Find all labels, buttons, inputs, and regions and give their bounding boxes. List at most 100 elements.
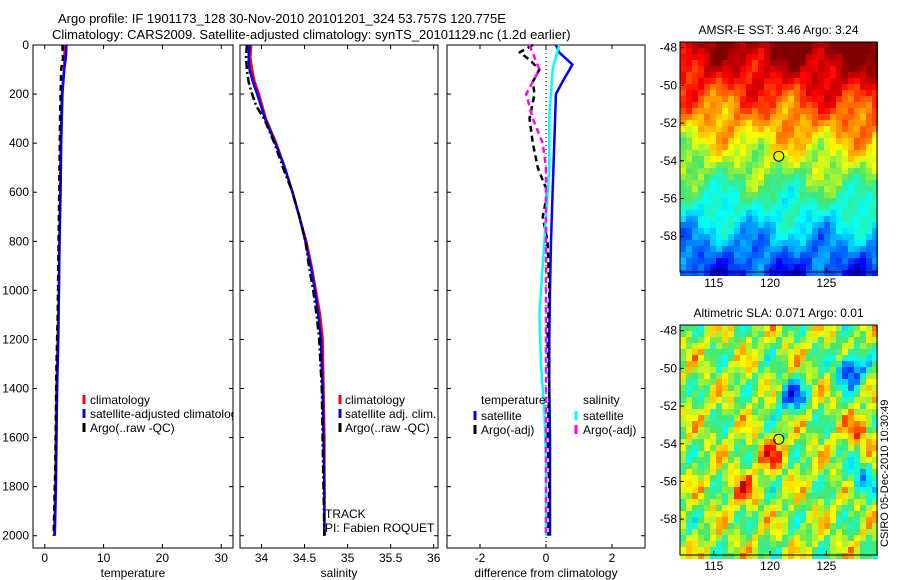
sla_map-cell bbox=[716, 379, 722, 385]
sst_map-cell bbox=[800, 222, 806, 228]
sst_map-cell bbox=[818, 258, 824, 264]
sla_map-cell bbox=[710, 469, 716, 475]
sla_map-cell bbox=[842, 367, 848, 373]
sst_map-cell bbox=[776, 156, 782, 162]
sst_map-cell bbox=[758, 126, 764, 132]
sst_map-cell bbox=[764, 42, 770, 48]
sst_map-cell bbox=[872, 162, 878, 168]
sst_map-cell bbox=[806, 72, 812, 78]
sst_map-cell bbox=[782, 240, 788, 246]
sla_map-cell bbox=[746, 541, 752, 547]
sla_map-heatmap bbox=[680, 325, 878, 559]
sst_map-cell bbox=[866, 108, 872, 114]
sst_map-cell bbox=[704, 90, 710, 96]
sla_map-cell bbox=[740, 529, 746, 535]
sla_map-cell bbox=[824, 397, 830, 403]
sst_map-cell bbox=[860, 126, 866, 132]
sst_map-cell bbox=[764, 252, 770, 258]
sla_map-cell bbox=[704, 325, 710, 331]
sst_map-cell bbox=[860, 156, 866, 162]
sst_map-cell bbox=[782, 216, 788, 222]
sla_map-cell bbox=[716, 469, 722, 475]
sla_map-cell bbox=[680, 331, 686, 337]
sst_map-cell bbox=[770, 264, 776, 270]
sla_map-cell bbox=[818, 451, 824, 457]
sst_map-cell bbox=[854, 210, 860, 216]
sla_map-cell bbox=[704, 529, 710, 535]
sst_map-cell bbox=[794, 126, 800, 132]
sla_map-cell bbox=[704, 487, 710, 493]
sst_map-cell bbox=[788, 114, 794, 120]
sla_map-cell bbox=[830, 385, 836, 391]
track-label: TRACK bbox=[325, 507, 366, 521]
sst_map-cell bbox=[722, 258, 728, 264]
sla_map-cell bbox=[794, 331, 800, 337]
sst_map-cell bbox=[734, 102, 740, 108]
sst_map-cell bbox=[728, 216, 734, 222]
sst_map-cell bbox=[854, 90, 860, 96]
sla_map-cell bbox=[818, 445, 824, 451]
sst_map-cell bbox=[860, 270, 866, 276]
sla_map-cell bbox=[812, 331, 818, 337]
sst_map-cell bbox=[704, 132, 710, 138]
sla_map-cell bbox=[746, 475, 752, 481]
sla_map-cell bbox=[692, 409, 698, 415]
sst_map-cell bbox=[734, 192, 740, 198]
sst_map-cell bbox=[848, 102, 854, 108]
sla_map-cell bbox=[854, 385, 860, 391]
sla_map-cell bbox=[860, 349, 866, 355]
sla_map-cell bbox=[794, 337, 800, 343]
sla_map-cell bbox=[836, 511, 842, 517]
sst_map-cell bbox=[860, 210, 866, 216]
sla_map-cell bbox=[842, 451, 848, 457]
sst_map-cell bbox=[782, 186, 788, 192]
sst_map-cell bbox=[746, 150, 752, 156]
sst_map-cell bbox=[722, 186, 728, 192]
sla_map-cell bbox=[824, 493, 830, 499]
sst_map-cell bbox=[692, 78, 698, 84]
sst_map-cell bbox=[746, 198, 752, 204]
sla_map-cell bbox=[824, 475, 830, 481]
sla_map-cell bbox=[770, 439, 776, 445]
sla_map-cell bbox=[770, 517, 776, 523]
sla_map-cell bbox=[722, 361, 728, 367]
sst_map-cell bbox=[680, 234, 686, 240]
sla_map-cell bbox=[746, 517, 752, 523]
sla_map-cell bbox=[692, 553, 698, 559]
sla_map-cell bbox=[758, 427, 764, 433]
sst_map-cell bbox=[710, 264, 716, 270]
sst_map-cell bbox=[776, 270, 782, 276]
sla_map-cell bbox=[746, 451, 752, 457]
sla_map-cell bbox=[800, 493, 806, 499]
sst_map-cell bbox=[728, 84, 734, 90]
sst_map-cell bbox=[818, 246, 824, 252]
sla_map-cell bbox=[710, 523, 716, 529]
sla_map-cell bbox=[854, 355, 860, 361]
sst_map-cell bbox=[824, 60, 830, 66]
salinity-legend-label: Argo(..raw -QC) bbox=[345, 421, 430, 435]
sst_map-cell bbox=[734, 156, 740, 162]
sla_map-cell bbox=[824, 529, 830, 535]
sst_map-cell bbox=[752, 216, 758, 222]
sst_map-cell bbox=[686, 168, 692, 174]
sst_map-cell bbox=[800, 42, 806, 48]
sst_map-cell bbox=[692, 252, 698, 258]
sst_map-cell bbox=[842, 96, 848, 102]
sst_map-cell bbox=[782, 270, 788, 276]
sst_map-cell bbox=[836, 72, 842, 78]
sst_map-cell bbox=[842, 108, 848, 114]
sst_map-cell bbox=[866, 168, 872, 174]
sla_map-cell bbox=[788, 469, 794, 475]
sst_map-cell bbox=[692, 168, 698, 174]
sst_map-cell bbox=[722, 66, 728, 72]
sst_map-cell bbox=[758, 102, 764, 108]
sst_map-cell bbox=[800, 108, 806, 114]
sla_map-cell bbox=[740, 523, 746, 529]
sst_map-cell bbox=[686, 240, 692, 246]
sst_map-cell bbox=[710, 120, 716, 126]
sla_map-cell bbox=[782, 403, 788, 409]
sst_map-cell bbox=[848, 174, 854, 180]
sst_map-cell bbox=[692, 108, 698, 114]
sst_map-cell bbox=[752, 168, 758, 174]
sst_map-cell bbox=[734, 222, 740, 228]
